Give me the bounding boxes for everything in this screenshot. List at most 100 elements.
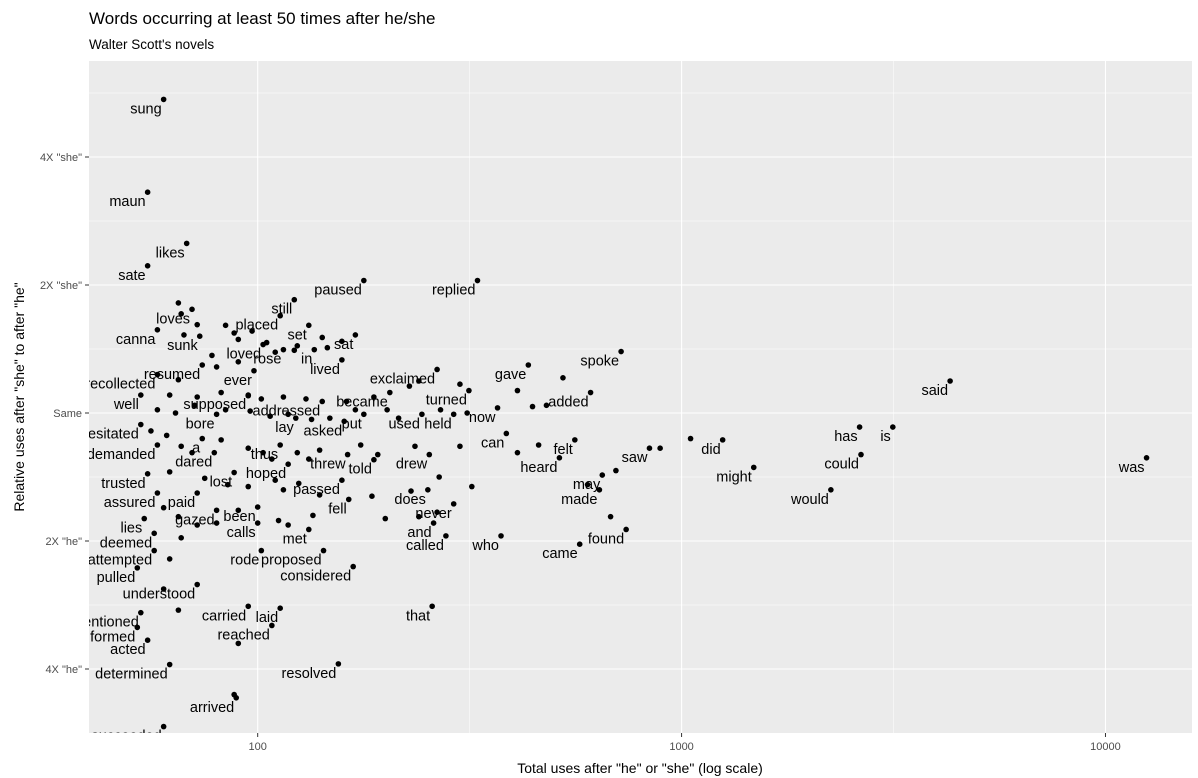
- data-point: [646, 445, 653, 452]
- point-labels: sung maun likes sate paused replied loves still…: [87, 101, 1145, 733]
- data-points: [134, 96, 1150, 730]
- point-label: fell: [328, 501, 347, 517]
- data-point: [474, 277, 481, 284]
- point-label: saw: [622, 450, 648, 466]
- data-point: [222, 407, 229, 413]
- point-label: set: [287, 327, 306, 343]
- point-label: sunk: [167, 338, 198, 354]
- data-point: [436, 474, 442, 480]
- data-point: [166, 469, 173, 475]
- data-point: [260, 341, 266, 348]
- data-point: [450, 501, 457, 507]
- data-point: [584, 481, 591, 488]
- data-point: [211, 449, 218, 456]
- data-point: [425, 487, 431, 493]
- data-point: [213, 520, 220, 526]
- data-point: [339, 477, 345, 484]
- point-label: asked: [304, 423, 343, 439]
- data-point: [890, 424, 896, 430]
- point-label: still: [271, 302, 292, 318]
- data-point: [514, 449, 521, 456]
- data-point: [623, 526, 629, 533]
- data-point: [194, 394, 201, 400]
- data-point: [231, 330, 237, 336]
- data-point: [434, 366, 440, 373]
- point-label: considered: [280, 569, 351, 585]
- point-label: that: [406, 608, 430, 624]
- point-label: replied: [432, 283, 476, 299]
- data-point: [138, 609, 144, 616]
- data-point: [251, 367, 257, 374]
- point-label: demanded: [87, 447, 156, 463]
- data-point: [194, 321, 201, 328]
- y-tick-label: Same: [53, 408, 82, 420]
- chart-subtitle: Walter Scott's novels: [89, 37, 215, 52]
- x-tick-label: 1000: [669, 741, 693, 753]
- data-point: [450, 411, 457, 418]
- data-point: [148, 428, 154, 434]
- data-point: [154, 371, 161, 378]
- point-label: placed: [235, 318, 278, 334]
- data-point: [285, 411, 291, 418]
- point-label: well: [113, 397, 139, 413]
- data-point: [175, 376, 182, 383]
- data-point: [178, 311, 184, 317]
- point-label: lived: [310, 362, 340, 378]
- data-point: [275, 517, 282, 524]
- data-point: [352, 407, 359, 413]
- point-label: addressed: [253, 403, 321, 419]
- point-label: ever: [224, 373, 252, 389]
- data-point: [369, 493, 375, 500]
- x-tick-label: 10000: [1090, 741, 1121, 753]
- data-point: [371, 456, 377, 463]
- point-label: became: [336, 395, 388, 411]
- y-tick-label: 2X "he": [45, 536, 82, 548]
- point-label: dared: [175, 455, 212, 471]
- data-point: [384, 407, 390, 413]
- data-point: [144, 263, 151, 269]
- data-point: [138, 392, 144, 398]
- point-label: pulled: [97, 570, 136, 586]
- data-point: [199, 362, 206, 368]
- data-point: [374, 451, 381, 458]
- data-point: [316, 447, 323, 453]
- point-label: said: [921, 383, 948, 399]
- data-point: [498, 533, 504, 539]
- plot-panel: [89, 61, 1192, 733]
- data-point: [166, 661, 173, 668]
- data-point: [233, 695, 240, 701]
- data-point: [858, 451, 864, 458]
- data-point: [343, 398, 350, 405]
- data-point: [267, 413, 273, 420]
- point-label: acted: [110, 642, 145, 658]
- data-point: [134, 624, 141, 631]
- data-point: [335, 661, 342, 667]
- data-point: [361, 277, 367, 284]
- data-point: [272, 477, 279, 484]
- data-point: [245, 483, 252, 490]
- point-label: now: [469, 410, 496, 426]
- point-label: turned: [426, 393, 467, 409]
- point-label: gave: [495, 367, 526, 383]
- point-label: calls: [227, 525, 256, 541]
- data-point: [194, 522, 201, 528]
- data-point: [222, 322, 229, 329]
- data-point: [194, 581, 201, 588]
- data-point: [327, 415, 333, 421]
- data-point: [856, 424, 863, 430]
- data-point: [178, 535, 184, 541]
- y-axis-title: Relative uses after "she" to after "he": [11, 282, 27, 511]
- data-point: [426, 451, 433, 458]
- data-point: [213, 507, 220, 514]
- point-label: lost: [210, 475, 233, 491]
- data-point: [416, 378, 422, 384]
- data-point: [144, 189, 151, 195]
- point-label: assured: [104, 495, 156, 511]
- data-point: [494, 405, 501, 411]
- point-label: formed: [90, 629, 135, 645]
- data-point: [1143, 455, 1150, 461]
- data-point: [235, 359, 242, 365]
- data-point: [201, 475, 208, 482]
- point-label: put: [342, 416, 362, 432]
- point-label: sate: [118, 268, 145, 284]
